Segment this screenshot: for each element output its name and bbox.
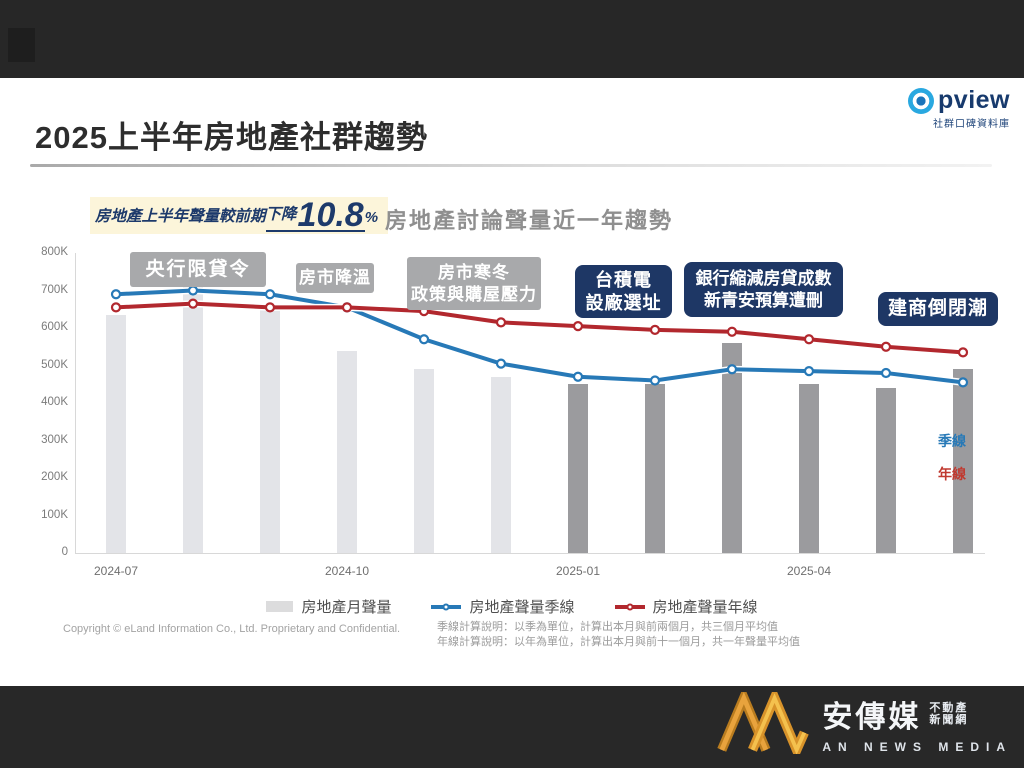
volume-bar-2024-10 [337, 350, 357, 553]
y-tick-label: 800K [41, 246, 68, 258]
an-logo-sub-line2: 新聞網 [929, 714, 969, 726]
opview-circle-icon [908, 87, 935, 114]
annotation-market-cooling: 房市降溫 [296, 263, 374, 293]
red-line-marker-icon [614, 603, 645, 610]
title-divider [30, 164, 992, 167]
calculation-notes: 季線計算說明：以季為單位，計算出本月與前兩個月，共三個月平均值 年線計算說明：以… [437, 620, 800, 650]
y-tick-label: 400K [41, 396, 68, 408]
x-tick-label: 2025-04 [786, 564, 832, 578]
volume-bar-2025-01 [568, 384, 588, 553]
headline-stat: 房地產上半年聲量較前期 下降 10.8% [90, 196, 389, 234]
volume-bar-2024-12 [491, 376, 511, 553]
year-line-note: 年線計算說明：以年為單位，計算出本月與前十一個月，共一年聲量平均值 [437, 636, 800, 648]
x-axis-line [75, 553, 985, 554]
volume-bar-2025-04 [799, 384, 819, 553]
slide-canvas: 2025上半年房地產社群趨勢 pview 社群口碑資料庫 房地產上半年聲量較前期… [0, 78, 1024, 686]
x-tick-label: 2025-01 [555, 564, 601, 578]
quarter-line-label: 季線 [938, 433, 966, 449]
x-tick-label: 2024-10 [324, 564, 370, 578]
x-tick-label: 2024-07 [93, 564, 139, 578]
annotation-builder-bankruptcy: 建商倒閉潮 [878, 292, 998, 326]
page-title: 2025上半年房地產社群趨勢 [35, 120, 428, 155]
copyright-text: Copyright © eLand Information Co., Ltd. … [63, 623, 401, 635]
volume-bar-2025-03 [722, 343, 742, 553]
y-tick-label: 600K [41, 321, 68, 333]
quarter-line-note: 季線計算說明：以季為單位，計算出本月與前兩個月，共三個月平均值 [437, 621, 778, 633]
opview-brand-text: pview [938, 86, 1010, 114]
legend-item-quarter-line: 房地產聲量季線 [431, 596, 575, 617]
headline-stat-prefix: 房地產上半年聲量較前期 [95, 208, 266, 225]
headline-stat-percent: % [364, 209, 379, 226]
an-monogram-icon [717, 692, 810, 754]
bottom-dark-band: 安傳媒 不動產 新聞網 AN NEWS MEDIA [0, 686, 1024, 768]
corner-artifact [8, 28, 35, 62]
volume-bar-2025-05 [876, 388, 896, 553]
opview-logo: pview 社群口碑資料庫 [908, 86, 1010, 130]
line-series-svg [110, 285, 969, 388]
legend-item-year-line: 房地產聲量年線 [614, 596, 758, 617]
blue-line-marker-icon [431, 603, 462, 610]
y-tick-label: 500K [41, 358, 68, 371]
annotation-central-bank-loan-cap: 央行限貸令 [130, 252, 266, 287]
legend-item-monthly-volume: 房地產月聲量 [266, 596, 391, 617]
y-tick-label: 0 [61, 546, 68, 558]
an-logo-caption: AN NEWS MEDIA [822, 740, 1012, 754]
opview-tagline: 社群口碑資料庫 [933, 119, 1010, 130]
y-axis-line [75, 253, 76, 553]
volume-bar-2025-06 [953, 369, 973, 553]
gray-bar-swatch-icon [266, 601, 294, 612]
volume-bar-2025-02 [645, 384, 665, 553]
y-tick-label: 200K [41, 471, 68, 483]
volume-bar-2024-08 [183, 279, 203, 553]
headline-stat-value: 10.8 [296, 196, 365, 234]
year-line-label: 年線 [938, 466, 966, 482]
volume-bar-2024-11 [414, 369, 434, 553]
y-tick-label: 700K [41, 283, 68, 296]
an-logo-sub-line1: 不動產 [929, 702, 969, 714]
volume-bar-2024-09 [260, 309, 280, 553]
y-tick-label: 100K [41, 508, 68, 521]
annotation-bank-mortgage-cut: 銀行縮減房貸成數 新青安預算遭刪 [684, 262, 843, 317]
y-tick-label: 300K [41, 433, 68, 446]
an-news-media-logo: 安傳媒 不動產 新聞網 AN NEWS MEDIA [716, 692, 1012, 754]
an-logo-name: 安傳媒 [822, 701, 922, 734]
volume-bar-2024-07 [106, 314, 126, 553]
top-dark-band [0, 0, 1024, 78]
headline-stat-drop-label: 下降 [265, 202, 297, 232]
annotation-tsmc-site: 台積電 設廠選址 [575, 265, 672, 318]
chart-title: 房地產討論聲量近一年趨勢 [385, 208, 674, 233]
chart-legend: 房地產月聲量 房地產聲量季線 房地產聲量年線 [0, 596, 1024, 617]
annotation-housing-winter: 房市寒冬 政策與購屋壓力 [407, 257, 541, 310]
